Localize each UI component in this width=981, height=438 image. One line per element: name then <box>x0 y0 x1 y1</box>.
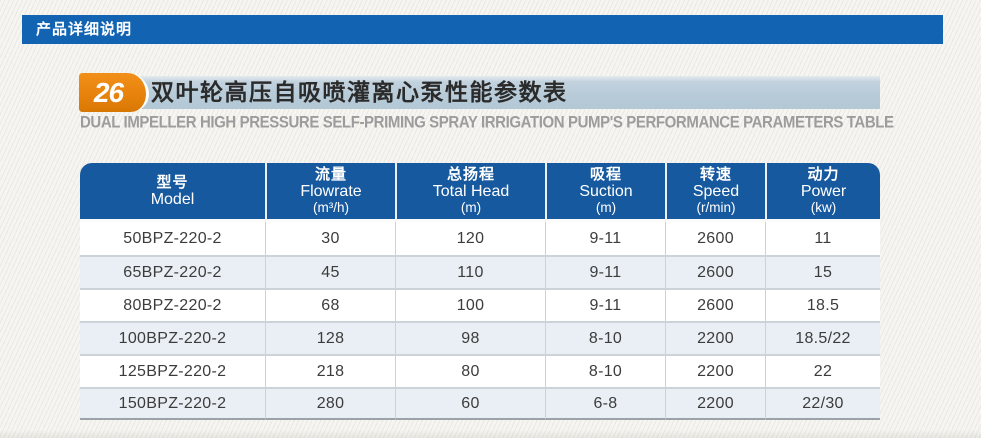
cell-power: 11 <box>765 222 880 255</box>
cell-total-head: 100 <box>395 288 545 321</box>
column-header-suction: 吸程 Suction (m) <box>545 163 665 222</box>
cell-speed: 2600 <box>665 288 765 321</box>
table-title-chinese: 双叶轮高压自吸喷灌离心泵性能参数表 <box>151 79 568 105</box>
column-header-speed: 转速 Speed (r/min) <box>665 163 765 222</box>
cell-suction: 9-11 <box>545 222 665 255</box>
cell-speed: 2200 <box>665 354 765 387</box>
index-number: 26 <box>93 76 124 108</box>
cell-total-head: 60 <box>395 387 545 420</box>
section-title-text: 产品详细说明 <box>36 21 133 38</box>
cell-speed: 2600 <box>665 255 765 288</box>
cell-flowrate: 128 <box>265 321 395 354</box>
cell-power: 18.5 <box>765 288 880 321</box>
column-header-model: 型号 Model <box>80 163 265 222</box>
cell-total-head: 80 <box>395 354 545 387</box>
cell-suction: 9-11 <box>545 288 665 321</box>
cell-model: 80BPZ-220-2 <box>80 288 265 321</box>
cell-speed: 2200 <box>665 387 765 420</box>
table-header-row: 型号 Model 流量 Flowrate (m³/h) 总扬程 Total Head (m) 吸… <box>80 163 880 222</box>
cell-suction: 8-10 <box>545 321 665 354</box>
index-number-badge: 26 <box>79 73 149 112</box>
cell-flowrate: 218 <box>265 354 395 387</box>
cell-power: 15 <box>765 255 880 288</box>
cell-flowrate: 45 <box>265 255 395 288</box>
column-header-total-head: 总扬程 Total Head (m) <box>395 163 545 222</box>
table-title-english: DUAL IMPELLER HIGH PRESSURE SELF-PRIMING… <box>80 113 894 133</box>
cell-model: 150BPZ-220-2 <box>80 387 265 420</box>
cell-power: 22/30 <box>765 387 880 420</box>
cell-model: 65BPZ-220-2 <box>80 255 265 288</box>
table-title-band: 双叶轮高压自吸喷灌离心泵性能参数表 <box>85 76 880 109</box>
page-bottom-shadow <box>0 430 981 438</box>
cell-speed: 2200 <box>665 321 765 354</box>
table-row: 150BPZ-220-2 280 60 6-8 2200 22/30 <box>80 387 880 420</box>
cell-power: 22 <box>765 354 880 387</box>
cell-model: 50BPZ-220-2 <box>80 222 265 255</box>
cell-model: 125BPZ-220-2 <box>80 354 265 387</box>
table-row: 50BPZ-220-2 30 120 9-11 2600 11 <box>80 222 880 255</box>
table-row: 80BPZ-220-2 68 100 9-11 2600 18.5 <box>80 288 880 321</box>
cell-suction: 8-10 <box>545 354 665 387</box>
cell-suction: 9-11 <box>545 255 665 288</box>
table-row: 125BPZ-220-2 218 80 8-10 2200 22 <box>80 354 880 387</box>
table-body: 50BPZ-220-2 30 120 9-11 2600 11 65BPZ-220-2 45 1… <box>80 222 880 420</box>
cell-total-head: 120 <box>395 222 545 255</box>
cell-total-head: 98 <box>395 321 545 354</box>
cell-speed: 2600 <box>665 222 765 255</box>
cell-suction: 6-8 <box>545 387 665 420</box>
cell-model: 100BPZ-220-2 <box>80 321 265 354</box>
cell-flowrate: 68 <box>265 288 395 321</box>
cell-power: 18.5/22 <box>765 321 880 354</box>
cell-total-head: 110 <box>395 255 545 288</box>
table-row: 65BPZ-220-2 45 110 9-11 2600 15 <box>80 255 880 288</box>
section-title-bar: 产品详细说明 <box>22 15 943 44</box>
performance-table: 型号 Model 流量 Flowrate (m³/h) 总扬程 Total Head (m) 吸… <box>80 163 880 420</box>
cell-flowrate: 280 <box>265 387 395 420</box>
table-row: 100BPZ-220-2 128 98 8-10 2200 18.5/22 <box>80 321 880 354</box>
column-header-power: 动力 Power (kw) <box>765 163 880 222</box>
column-header-flowrate: 流量 Flowrate (m³/h) <box>265 163 395 222</box>
cell-flowrate: 30 <box>265 222 395 255</box>
